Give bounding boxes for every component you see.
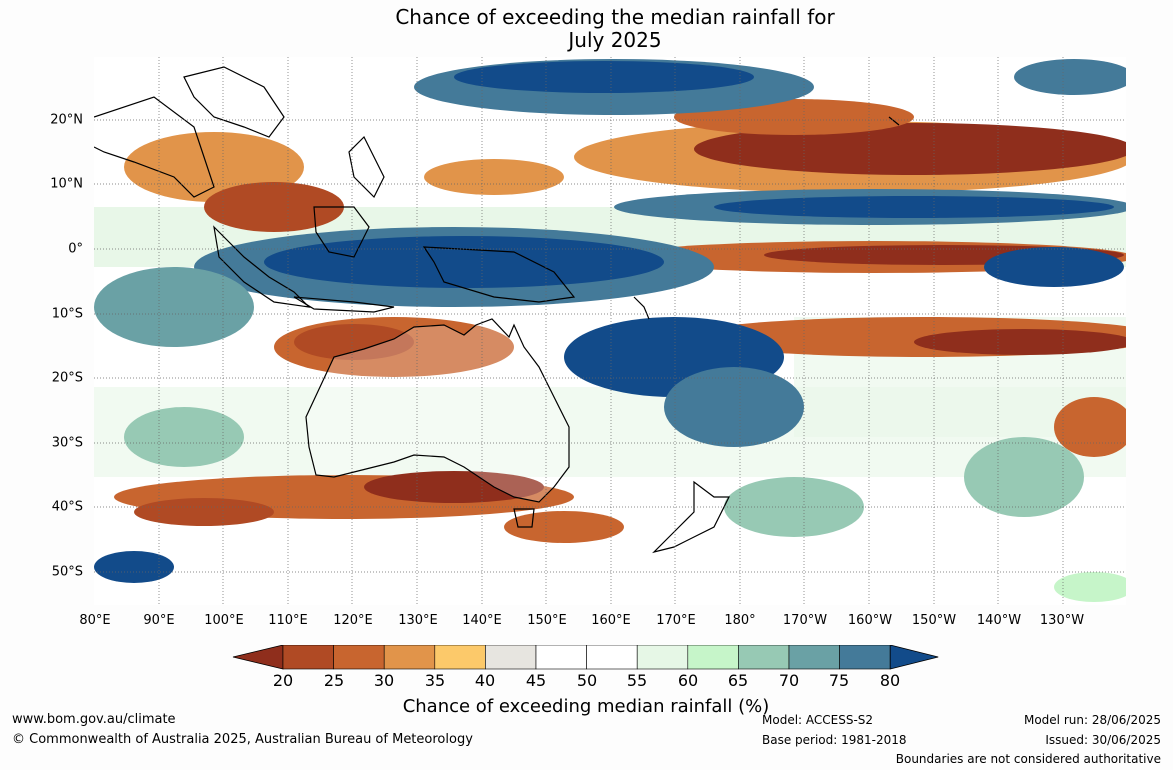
colorbar-tick: 30 — [373, 671, 395, 690]
lon-label: 160°E — [591, 613, 631, 628]
colorbar-segment — [636, 645, 689, 670]
colorbar-segment — [333, 645, 385, 670]
footer-issued: Issued: 30/06/2025 — [1045, 733, 1161, 747]
colorbar-segment — [282, 645, 334, 670]
colorbar-tick: 35 — [424, 671, 446, 690]
lat-label: 40°S — [51, 499, 83, 515]
lon-label: 160°W — [847, 613, 893, 628]
footer-model: Model: ACCESS-S2 — [762, 713, 874, 727]
graticule — [94, 57, 1126, 605]
colorbar-tick: 80 — [879, 671, 901, 690]
colorbar-segment — [839, 645, 891, 670]
lon-label: 130°E — [398, 613, 438, 628]
lon-label: 90°E — [143, 613, 175, 628]
colorbar-tick: 65 — [727, 671, 749, 690]
colorbar-segment — [738, 645, 790, 670]
colorbar-tick: 45 — [525, 671, 547, 690]
rainfall-map — [94, 57, 1126, 605]
colorbar-extend-high — [889, 645, 939, 670]
footer-copyright: © Commonwealth of Australia 2025, Austra… — [12, 732, 473, 747]
footer-disclaimer: Boundaries are not considered authoritat… — [895, 752, 1161, 766]
colorbar-segment — [485, 645, 537, 670]
coastlines — [94, 66, 900, 554]
colorbar-tick: 75 — [828, 671, 850, 690]
footer-url[interactable]: www.bom.gov.au/climate — [12, 712, 176, 727]
colorbar-tick: 40 — [474, 671, 496, 690]
above-median-regions — [94, 59, 1126, 602]
lon-label: 140°E — [462, 613, 502, 628]
lon-label: 100°E — [204, 613, 244, 628]
colorbar-segment — [383, 645, 436, 670]
lon-label: 110°E — [268, 613, 308, 628]
lon-label: 150°W — [911, 613, 957, 628]
lon-label: 150°E — [527, 613, 567, 628]
colorbar-segment — [586, 645, 638, 670]
colorbar-tick: 55 — [626, 671, 648, 690]
rainfall-map-canvas — [94, 57, 1126, 605]
lat-label: 10°N — [50, 176, 83, 192]
map-title-line2: July 2025 — [568, 28, 662, 52]
colorbar-segment — [788, 645, 840, 670]
lon-label: 180° — [724, 613, 756, 628]
colorbar-segment — [535, 645, 587, 670]
lat-label: 20°N — [50, 112, 83, 128]
footer-base-period: Base period: 1981-2018 — [762, 733, 907, 747]
colorbar-tick: 25 — [323, 671, 345, 690]
footer-model-run: Model run: 28/06/2025 — [1023, 713, 1161, 727]
lon-label: 140°W — [976, 613, 1022, 628]
lon-label: 130°W — [1039, 613, 1085, 628]
colorbar-tick: 70 — [778, 671, 800, 690]
colorbar-label: Chance of exceeding median rainfall (%) — [402, 696, 770, 717]
map-title-line1: Chance of exceeding the median rainfall … — [395, 5, 835, 29]
lon-label: 120°E — [333, 613, 373, 628]
colorbar — [232, 645, 939, 670]
lat-label: 0° — [68, 241, 83, 257]
lat-label: 50°S — [51, 564, 83, 580]
colorbar-segment — [434, 645, 486, 670]
colorbar-extend-low — [232, 645, 284, 670]
colorbar-tick: 60 — [677, 671, 699, 690]
lat-label: 20°S — [51, 370, 83, 386]
lon-label: 170°E — [656, 613, 696, 628]
lon-label: 80°E — [79, 613, 111, 628]
lon-label: 170°W — [782, 613, 828, 628]
colorbar-tick: 50 — [576, 671, 598, 690]
colorbar-tick: 20 — [272, 671, 294, 690]
lat-label: 30°S — [51, 435, 83, 451]
lat-label: 10°S — [51, 306, 83, 322]
colorbar-segment — [687, 645, 739, 670]
